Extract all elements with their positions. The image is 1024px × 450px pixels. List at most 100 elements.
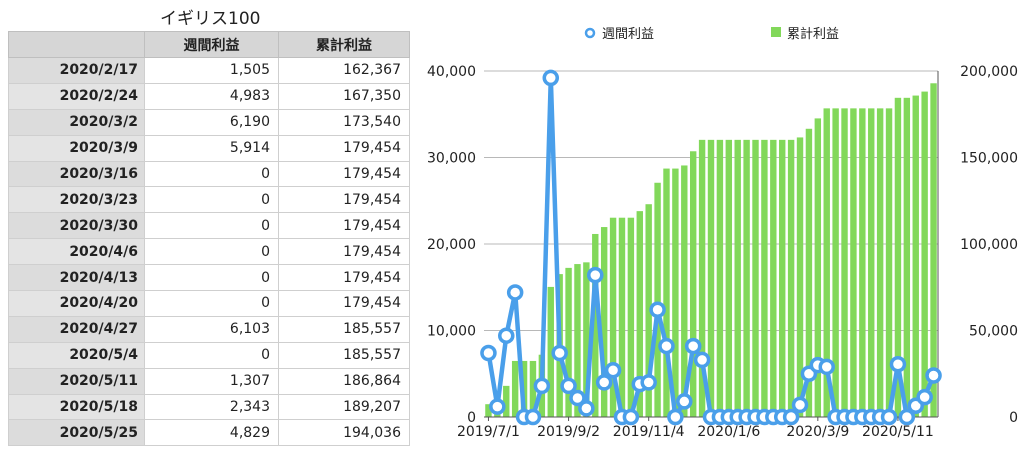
line-point <box>551 344 568 362</box>
bar <box>618 217 626 417</box>
cumulative-cell: 179,454 <box>278 160 410 188</box>
table-body: 2020/2/17 1,505 162,367 2020/2/24 4,983 167,3… <box>8 57 410 447</box>
bar <box>787 139 795 417</box>
weekly-cell: 0 <box>144 264 279 292</box>
bar <box>547 286 554 417</box>
line-point <box>791 396 809 414</box>
chart-area: 0 10,000 20,000 30,000 40,000 0 50,000 100,000 1… <box>412 0 1024 446</box>
line-point <box>649 301 666 318</box>
y-right-tick-label: 150,000 <box>960 151 1018 167</box>
line-point <box>667 408 684 426</box>
cumulative-cell: 179,454 <box>278 264 410 292</box>
line-point <box>498 327 515 344</box>
line-point <box>533 377 551 395</box>
line-point <box>640 374 657 391</box>
cumulative-cell: 162,367 <box>278 57 410 84</box>
line-point <box>542 69 560 87</box>
bar <box>912 95 919 417</box>
bar <box>689 151 697 417</box>
line-point <box>489 398 506 415</box>
y-left-tick-label: 20,000 <box>427 237 476 253</box>
bar <box>841 108 848 418</box>
bar <box>627 217 635 417</box>
line-point <box>604 362 622 379</box>
y-right-tick-label: 200,000 <box>960 64 1018 80</box>
combo-chart: 0 10,000 20,000 30,000 40,000 0 50,000 100,000 1… <box>427 26 1018 440</box>
table-row: 2020/5/4 0 185,557 <box>8 341 410 369</box>
date-cell: 2020/2/24 <box>8 82 145 110</box>
table-row: 2020/5/18 2,343 189,207 <box>8 393 410 421</box>
date-cell: 2020/3/16 <box>8 160 145 188</box>
bar <box>743 139 750 417</box>
bar <box>609 217 617 417</box>
bar <box>859 108 866 418</box>
weekly-cell: 4,829 <box>144 419 279 447</box>
bar <box>876 108 884 418</box>
x-tick-label: 2020/1/6 <box>697 424 760 440</box>
legend-bar-marker <box>771 27 781 37</box>
header-weekly: 週間利益 <box>144 31 279 58</box>
date-cell: 2020/3/2 <box>8 108 145 136</box>
table-row: 2020/4/27 6,103 185,557 <box>8 315 410 343</box>
line-point <box>782 408 800 426</box>
bar <box>832 108 839 418</box>
bar <box>485 404 492 417</box>
cumulative-cell: 179,454 <box>278 134 410 162</box>
y-left-tick-label: 30,000 <box>427 151 476 167</box>
table-row: 2020/3/23 0 179,454 <box>8 186 410 214</box>
line-point <box>587 266 604 284</box>
cumulative-cell: 179,454 <box>278 238 410 266</box>
bar <box>921 91 928 417</box>
table-row: 2020/5/11 1,307 186,864 <box>8 367 410 395</box>
bar <box>734 139 741 417</box>
line-point <box>925 367 942 384</box>
legend-item-weekly: 週間利益 <box>584 27 654 42</box>
cumulative-cell: 167,350 <box>278 82 410 110</box>
bar <box>930 83 937 418</box>
x-tick-label: 2019/7/1 <box>457 424 520 440</box>
bar <box>574 264 581 417</box>
line-point <box>916 388 933 406</box>
date-cell: 2020/4/20 <box>8 290 145 317</box>
bar <box>885 108 893 418</box>
bar <box>903 97 911 417</box>
bar <box>600 227 608 417</box>
header-date <box>8 31 145 58</box>
weekly-cell: 0 <box>144 160 279 188</box>
table-row: 2020/3/9 5,914 179,454 <box>8 134 410 162</box>
table-row: 2020/2/24 4,983 167,350 <box>8 82 410 110</box>
weekly-cell: 0 <box>144 212 279 240</box>
bar <box>565 267 572 417</box>
date-cell: 2020/3/9 <box>8 134 145 162</box>
line-point <box>880 408 898 426</box>
date-cell: 2020/5/18 <box>8 393 145 421</box>
table-row: 2020/4/13 0 179,454 <box>8 264 410 292</box>
cumulative-cell: 185,557 <box>278 341 410 369</box>
weekly-cell: 1,307 <box>144 367 279 395</box>
bar <box>663 168 670 417</box>
cumulative-cell: 173,540 <box>278 108 410 136</box>
bar <box>868 108 875 418</box>
profit-table: 週間利益 累計利益 2020/2/17 1,505 162,367 2020/2/24… <box>8 31 410 447</box>
bar <box>752 139 759 417</box>
weekly-cell: 6,103 <box>144 315 279 343</box>
date-cell: 2020/3/30 <box>8 212 145 240</box>
bar <box>796 137 804 417</box>
line-point <box>818 358 835 376</box>
y-right-tick-label: 100,000 <box>960 237 1018 253</box>
bar <box>672 168 679 417</box>
x-tick-label: 2019/11/4 <box>613 424 685 440</box>
y-left-tick-label: 40,000 <box>427 64 476 80</box>
line-point <box>560 377 577 395</box>
weekly-cell: 4,983 <box>144 82 279 110</box>
weekly-cell: 5,914 <box>144 134 279 162</box>
line-point <box>889 355 907 373</box>
bar <box>779 139 786 417</box>
legend-line-marker <box>584 27 596 39</box>
x-tick-label: 2020/5/11 <box>862 424 934 440</box>
bar <box>503 385 510 417</box>
date-cell: 2020/5/11 <box>8 367 145 395</box>
weekly-cell: 6,190 <box>144 108 279 136</box>
cumulative-cell: 185,557 <box>278 315 410 343</box>
line-point <box>676 393 693 410</box>
